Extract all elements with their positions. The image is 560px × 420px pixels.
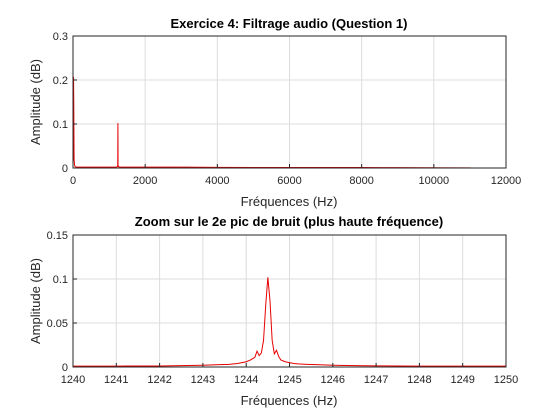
chart-bottom-xtick-label-5: 1245 — [277, 374, 301, 386]
chart-top-ytick-label-1: 0.1 — [53, 119, 68, 131]
chart-top-grid — [73, 36, 506, 168]
chart-top-title: Exercice 4: Filtrage audio (Question 1) — [171, 16, 408, 31]
chart-bottom-xtick-label-7: 1247 — [364, 374, 388, 386]
chart-bottom-xtick-label-3: 1243 — [191, 374, 215, 386]
chart-bottom-xlabel: Fréquences (Hz) — [241, 393, 338, 408]
chart-top-xtick-label-6: 12000 — [491, 175, 522, 187]
chart-top-ylabel: Amplitude (dB) — [28, 59, 43, 145]
chart-top-ytick-label-2: 0.2 — [53, 75, 68, 87]
chart-bottom-ylabel: Amplitude (dB) — [28, 258, 43, 344]
chart-top-ytick-label-0: 0 — [62, 163, 68, 175]
chart-bottom-xtick-label-0: 1240 — [61, 374, 85, 386]
chart-top-ticks: 0 2000 4000 6000 8000 10000 12000 0 0.1 0.2 0.3 — [53, 31, 522, 187]
chart-bottom-title: Zoom sur le 2e pic de bruit (plus haute … — [135, 214, 443, 229]
chart-bottom-grid — [73, 235, 506, 367]
chart-top-xtick-label-4: 8000 — [349, 175, 373, 187]
chart-bottom-xtick-label-10: 1250 — [494, 374, 518, 386]
chart-bottom-xtick-label-4: 1244 — [234, 374, 258, 386]
chart-bottom-ytick-label-2: 0.1 — [53, 274, 68, 286]
chart-top: Exercice 4: Filtrage audio (Question 1) … — [28, 16, 521, 209]
chart-bottom-xtick-label-9: 1249 — [450, 374, 474, 386]
chart-bottom-ytick-label-1: 0.05 — [47, 318, 68, 330]
chart-top-series-line — [72, 76, 471, 169]
chart-top-xtick-label-2: 4000 — [205, 175, 229, 187]
chart-bottom-series-line — [73, 277, 506, 367]
chart-bottom-xtick-label-1: 1241 — [104, 374, 128, 386]
chart-top-xtick-label-1: 2000 — [133, 175, 157, 187]
chart-top-xlabel: Fréquences (Hz) — [241, 194, 338, 209]
chart-top-ytick-label-3: 0.3 — [53, 31, 68, 43]
chart-bottom-ytick-label-0: 0 — [62, 362, 68, 374]
chart-bottom: Zoom sur le 2e pic de bruit (plus haute … — [28, 214, 518, 408]
chart-bottom-xtick-label-8: 1248 — [407, 374, 431, 386]
chart-top-xtick-label-3: 6000 — [277, 175, 301, 187]
chart-top-xtick-label-5: 10000 — [419, 175, 450, 187]
chart-bottom-xtick-label-6: 1246 — [321, 374, 345, 386]
chart-bottom-ticks: 1240 1241 1242 1243 1244 1245 1246 1247 1248 1249… — [47, 230, 519, 386]
chart-bottom-xtick-label-2: 1242 — [147, 374, 171, 386]
chart-bottom-ytick-label-3: 0.15 — [47, 230, 68, 242]
chart-top-xtick-label-0: 0 — [70, 175, 76, 187]
